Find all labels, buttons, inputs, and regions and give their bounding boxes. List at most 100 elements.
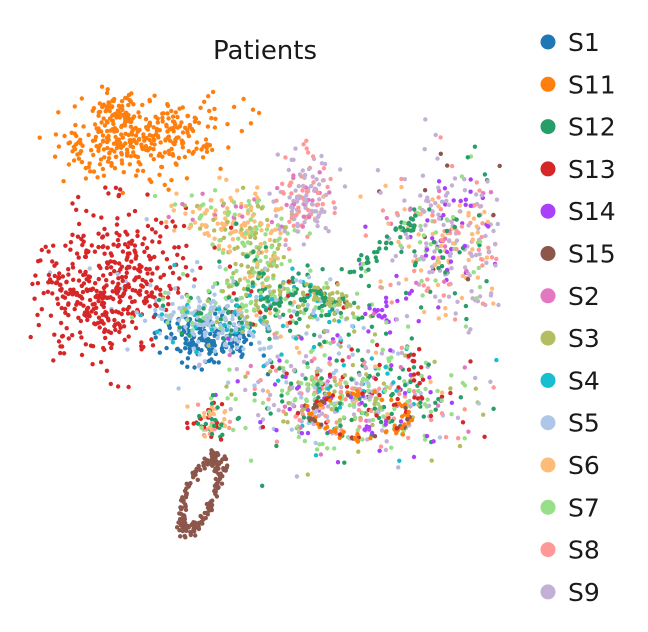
point-s3 (241, 286, 247, 292)
point-s2 (284, 202, 289, 208)
point-s12 (366, 283, 372, 289)
point-s11 (355, 393, 361, 398)
point-s8 (421, 283, 426, 288)
point-s11 (352, 435, 358, 441)
point-s2 (227, 352, 232, 358)
point-s12 (334, 358, 339, 363)
point-s1 (200, 338, 205, 343)
point-s6 (253, 191, 258, 196)
point-s13 (386, 415, 391, 420)
point-s9 (390, 258, 395, 263)
point-s12 (360, 315, 365, 320)
point-s8 (338, 377, 343, 383)
point-s7 (418, 223, 423, 229)
point-s3 (239, 263, 244, 268)
point-s15 (311, 405, 316, 411)
point-s11 (199, 147, 204, 152)
point-s15 (205, 458, 210, 463)
point-s6 (227, 244, 232, 249)
point-s3 (327, 303, 332, 308)
point-s12 (273, 307, 278, 312)
point-s14 (277, 358, 282, 363)
point-s13 (32, 296, 37, 301)
point-s6 (225, 206, 230, 211)
point-s13 (104, 260, 110, 265)
point-s5 (336, 342, 341, 347)
point-s9 (300, 372, 305, 378)
point-s8 (378, 444, 384, 449)
point-s3 (378, 405, 383, 410)
point-s11 (167, 127, 172, 132)
point-s13 (87, 314, 92, 319)
point-s14 (294, 386, 300, 391)
point-s2 (291, 173, 296, 178)
point-s1 (178, 349, 183, 354)
point-s14 (428, 390, 433, 395)
point-s3 (403, 353, 408, 358)
point-s6 (438, 243, 444, 248)
point-s7 (223, 267, 228, 272)
point-s9 (426, 199, 431, 204)
point-s9 (304, 193, 309, 198)
point-s15 (405, 417, 410, 422)
point-s14 (463, 202, 468, 207)
point-s13 (106, 191, 111, 196)
point-s2 (364, 418, 369, 423)
point-s11 (194, 146, 199, 151)
point-s6 (385, 412, 390, 417)
point-s12 (428, 289, 433, 294)
point-s7 (296, 434, 302, 440)
point-s13 (86, 274, 91, 279)
point-s11 (402, 422, 407, 427)
point-s7 (311, 392, 317, 397)
point-s11 (90, 108, 95, 114)
point-s8 (288, 180, 293, 186)
point-s13 (60, 294, 65, 299)
point-s5 (115, 271, 120, 277)
point-s11 (185, 113, 191, 119)
point-s12 (389, 411, 394, 417)
point-s6 (243, 223, 248, 228)
point-s11 (118, 140, 123, 146)
point-s9 (357, 372, 362, 378)
point-s12 (320, 295, 325, 300)
point-s6 (436, 204, 441, 209)
point-s7 (321, 285, 327, 290)
point-s11 (121, 112, 126, 118)
point-s13 (77, 330, 83, 335)
point-s5 (215, 335, 220, 341)
point-s5 (223, 341, 228, 347)
point-s7 (449, 412, 454, 417)
point-s12 (388, 367, 393, 372)
point-s7 (322, 353, 327, 358)
point-s11 (165, 103, 171, 109)
point-s13 (125, 251, 131, 256)
point-s11 (135, 154, 140, 160)
point-s14 (367, 306, 372, 311)
point-s13 (132, 243, 138, 248)
point-s13 (45, 289, 51, 294)
point-s11 (185, 130, 190, 135)
point-s5 (205, 318, 210, 323)
point-s11 (107, 150, 112, 155)
point-s6 (227, 249, 233, 254)
point-s13 (377, 362, 382, 368)
point-s7 (254, 226, 259, 232)
point-s13 (149, 227, 155, 232)
point-s7 (299, 381, 304, 386)
point-s8 (432, 219, 437, 224)
point-s7 (402, 220, 407, 226)
point-s5 (338, 335, 343, 341)
point-s11 (186, 133, 192, 139)
point-s9 (424, 241, 429, 246)
point-s12 (263, 245, 269, 250)
point-s9 (402, 198, 407, 203)
point-s13 (287, 320, 293, 325)
point-s6 (466, 213, 471, 218)
point-s2 (282, 404, 288, 409)
point-s6 (273, 207, 279, 212)
point-s11 (164, 122, 169, 128)
point-s13 (104, 368, 110, 373)
point-s3 (253, 235, 258, 240)
point-s14 (468, 177, 473, 182)
